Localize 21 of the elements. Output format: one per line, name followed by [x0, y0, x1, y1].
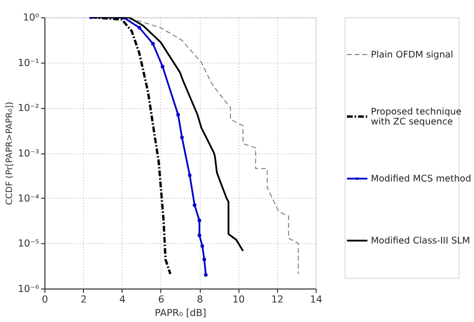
y-tick-label: 10⁻³ — [18, 148, 40, 160]
y-tick-label: 10⁰ — [22, 12, 40, 24]
x-axis-title: PAPR₀ [dB] — [154, 308, 206, 320]
y-tick-label: 10⁻² — [18, 103, 40, 114]
legend-label: Proposed technique with ZC sequence — [370, 106, 462, 128]
x-tick-label: 6 — [158, 294, 164, 306]
y-tick-label: 10⁻⁶ — [18, 284, 40, 295]
y-tick-label: 10⁻¹ — [18, 58, 40, 69]
x-tick-label: 10 — [232, 294, 245, 306]
legend-label: Modified Class-III SLM — [370, 236, 470, 247]
legend-label: Modified MCS method — [370, 174, 472, 185]
x-tick-label: 8 — [196, 294, 203, 306]
y-axis-title: CCDF (Pr[PAPR>PAPR₀]) — [5, 102, 16, 205]
x-tick-label: 12 — [271, 294, 284, 306]
x-tick-label: 0 — [42, 294, 48, 306]
y-tick-label: 10⁻⁵ — [18, 238, 40, 250]
x-tick-label: 2 — [80, 294, 87, 306]
y-tick-label: 10⁻⁴ — [18, 193, 40, 204]
x-tick-label: 4 — [119, 294, 126, 306]
x-tick-label: 14 — [310, 294, 322, 306]
legend-label: Plain OFDM signal — [370, 49, 454, 60]
